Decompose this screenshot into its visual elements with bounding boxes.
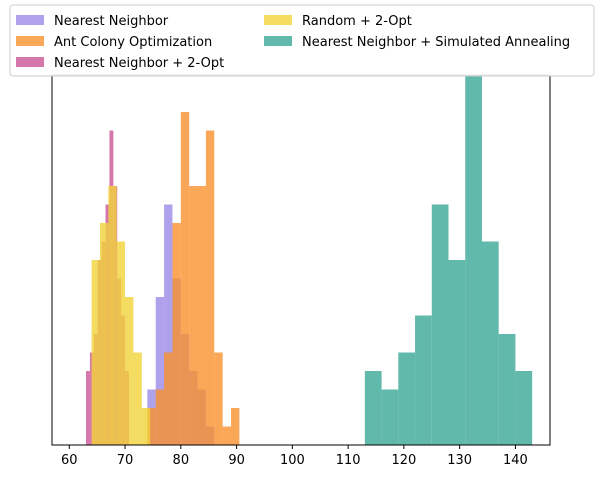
legend: Nearest Neighbor Ant Colony Optimization N… (9, 4, 595, 77)
legend-label: Nearest Neighbor + Simulated Annealing (302, 35, 570, 50)
histogram-bar (99, 223, 109, 445)
x-axis: 60 70 80 90 100 110 120 130 140 (61, 445, 528, 468)
histogram-bar (498, 334, 516, 445)
histogram-bar (116, 241, 126, 445)
legend-swatch (264, 15, 292, 25)
histogram-bar (164, 352, 173, 445)
x-tick-label: 60 (61, 453, 78, 468)
histogram-bar (91, 260, 100, 445)
histogram-bar (86, 371, 90, 445)
histogram-bar (133, 352, 142, 445)
series-ant-colony-optimization (147, 112, 240, 445)
legend-label: Nearest Neighbor (54, 14, 169, 29)
x-tick-label: 110 (336, 453, 361, 468)
histogram-bar (448, 260, 466, 445)
legend-swatch (16, 57, 44, 67)
legend-swatch (16, 36, 44, 46)
histogram-bar (155, 389, 165, 445)
histogram-bar (108, 186, 117, 445)
histogram-bar (141, 408, 151, 445)
histogram-bar (189, 186, 198, 445)
x-tick-label: 80 (173, 453, 190, 468)
legend-swatch (264, 36, 292, 46)
histogram-bar (180, 112, 190, 445)
legend-swatch (16, 15, 44, 25)
histogram-bar (398, 352, 416, 445)
histogram-bar (415, 315, 432, 445)
histogram-bar (205, 130, 215, 445)
histogram-bar (481, 241, 499, 445)
x-tick-label: 70 (117, 453, 134, 468)
x-tick-label: 140 (503, 453, 528, 468)
histogram-bar (214, 352, 223, 445)
x-tick-label: 130 (447, 453, 472, 468)
histogram-bar (172, 223, 181, 445)
x-tick-label: 120 (391, 453, 416, 468)
histogram-bar (465, 75, 482, 445)
histogram-bar (155, 297, 165, 445)
series-random-2-opt (91, 186, 151, 445)
legend-label: Random + 2-Opt (302, 14, 412, 29)
x-tick-label: 100 (280, 453, 305, 468)
histogram-bar (231, 408, 240, 445)
histogram-bar (147, 408, 156, 445)
legend-label: Nearest Neighbor + 2-Opt (54, 56, 224, 71)
histogram-bar (515, 371, 533, 445)
histogram-bar (197, 186, 206, 445)
bars-layer (86, 75, 533, 445)
x-tick-label: 90 (228, 453, 245, 468)
series-nearest-neighbor-simulated-annealing (364, 75, 533, 445)
histogram-bar (381, 389, 399, 445)
histogram-bar (164, 204, 173, 445)
legend-label: Ant Colony Optimization (54, 35, 212, 50)
histogram-bar (364, 371, 382, 445)
histogram-bar (222, 426, 232, 445)
legend-box (9, 4, 595, 77)
histogram-bar (431, 204, 449, 445)
histogram-bar (125, 297, 134, 445)
